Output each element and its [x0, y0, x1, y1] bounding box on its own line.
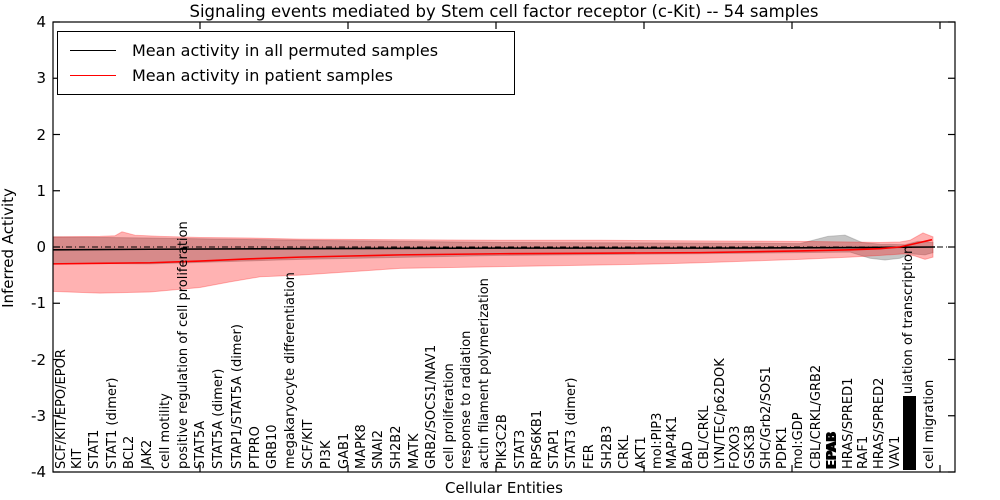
entity-label: EPAB [825, 431, 840, 469]
y-tick-label: 3 [36, 69, 46, 88]
entity-label: SCF/KIT [301, 419, 316, 470]
y-tick-label: -3 [31, 406, 46, 425]
entity-label: MATK [407, 433, 422, 469]
entity-label: STAT1 (dimer) [105, 377, 120, 469]
entity-label: GSK3B [743, 424, 758, 469]
entity-label: GRB2/SOCS1/NAV1 [424, 344, 439, 469]
entity-label: RAF1 [856, 435, 871, 469]
entity-label: CRKL [617, 435, 632, 469]
patient-mean-line [52, 238, 933, 265]
entity-label: STAT5A (dimer) [211, 368, 226, 469]
entity-label: STAP1 [547, 428, 562, 469]
legend-label: Mean activity in all permuted samples [132, 40, 439, 60]
entity-label: STAT3 (dimer) [564, 377, 579, 469]
entity-label: CBL/CRKL/GRB2 [809, 364, 824, 469]
y-tick-label: -4 [31, 463, 46, 481]
y-tick-label: 4 [36, 13, 46, 31]
legend-entry-permuted: Mean activity in all permuted samples [58, 41, 514, 60]
permuted-samples-band [52, 234, 934, 265]
y-tick-label: 2 [36, 125, 46, 144]
entity-label: KIT [70, 448, 85, 469]
y-tick-label: 0 [36, 238, 46, 256]
entity-label: STAT5A [193, 420, 208, 469]
entity-label: PTPRO [248, 426, 263, 469]
entity-label: SNAI2 [371, 430, 386, 469]
x-axis-label: Cellular Entities [445, 479, 563, 497]
overlapping-labels-blob [903, 396, 916, 470]
entity-label: mol:PIP3 [650, 412, 665, 469]
permuted-line-swatch [70, 49, 116, 51]
legend: Mean activity in all permuted samples Me… [57, 31, 515, 95]
chart-title: Signaling events mediated by Stem cell f… [189, 2, 819, 21]
entity-label: cell proliferation [442, 363, 457, 469]
entity-label: SHC/Grb2/SOS1 [759, 366, 774, 469]
y-tick-label: -2 [31, 350, 46, 369]
entity-label: CBL/CRKL [697, 405, 712, 470]
entity-label: megakaryocyte differentiation [283, 272, 298, 469]
entity-label: AKT1 [634, 436, 649, 469]
legend-label: Mean activity in patient samples [132, 66, 393, 86]
entity-label: actin filament polymerization [477, 278, 492, 469]
entity-label: PDPK1 [775, 426, 790, 470]
entity-label: GRB10 [265, 424, 280, 469]
entity-label: cell migration [922, 379, 937, 469]
entity-label: BCL2 [122, 435, 137, 469]
entity-label: MAPK8 [354, 424, 369, 469]
entity-label: RPS6KB1 [530, 409, 545, 469]
entity-label: SH2B2 [389, 425, 404, 470]
permuted-mean-line [52, 246, 936, 251]
entity-label: PI3K [319, 440, 334, 469]
entity-label: cell motility [158, 393, 173, 469]
entity-label: VAV1 [888, 435, 903, 469]
entity-label: mol:GDP [791, 412, 806, 469]
entity-label: SH2B3 [600, 425, 615, 470]
entity-label: STAT3 [513, 429, 528, 469]
entity-label: STAT1 [87, 429, 102, 469]
legend-entry-patient: Mean activity in patient samples [58, 66, 514, 85]
entity-label: FOXO3 [728, 425, 743, 469]
patient-line-swatch [70, 75, 116, 77]
entity-label: LYN/TEC/p62DOK [713, 358, 728, 469]
entity-label: STAP1/STAT5A (dimer) [230, 324, 245, 469]
entity-label: SCF/KIT/EPO/EPOR [54, 349, 69, 469]
entity-label: JAK2 [140, 439, 155, 469]
entity-label: GAB1 [337, 432, 352, 469]
entity-label: HRAS/SPRED1 [841, 377, 856, 469]
entity-label: PIK3C2B [495, 414, 510, 469]
y-tick-label: 1 [36, 181, 46, 200]
entity-label: MAP4K1 [665, 415, 680, 469]
entity-label: ulation of transcription [901, 245, 916, 394]
entity-label: positive regulation of cell proliferatio… [176, 221, 191, 469]
entity-label: response to radiation [459, 330, 474, 469]
entity-label: HRAS/SPRED2 [872, 377, 887, 469]
y-tick-label: -1 [31, 294, 46, 313]
entity-label: FER [582, 444, 597, 469]
entity-label: BAD [681, 441, 696, 469]
